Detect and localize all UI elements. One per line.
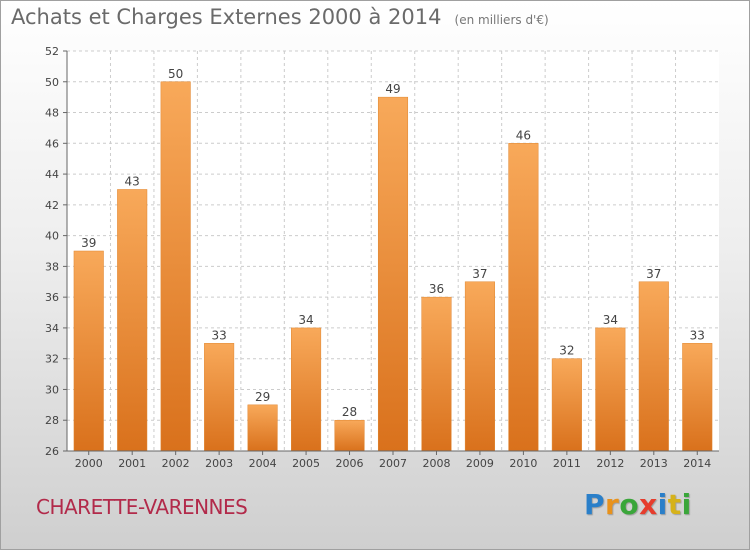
data-label: 37 — [472, 267, 487, 281]
bar — [551, 358, 582, 452]
y-tick-label: 50 — [45, 76, 59, 89]
data-label: 28 — [342, 405, 357, 419]
data-label: 43 — [125, 174, 140, 188]
chart-subtitle: (en milliers d'€) — [454, 13, 549, 27]
bar — [160, 81, 191, 452]
data-label: 50 — [168, 67, 183, 81]
bar — [117, 189, 148, 452]
bar — [377, 96, 409, 452]
brand-logo-letter: i — [657, 488, 668, 521]
data-label: 33 — [690, 328, 705, 342]
bar — [204, 343, 235, 452]
y-tick-label: 26 — [45, 445, 59, 458]
data-label: 34 — [603, 313, 618, 327]
brand-logo-letter: x — [639, 488, 658, 521]
data-label: 39 — [81, 236, 96, 250]
title-row: Achats et Charges Externes 2000 à 2014 (… — [11, 5, 549, 29]
x-tick-label: 2008 — [422, 457, 450, 470]
bar — [638, 281, 669, 452]
bar — [682, 343, 713, 452]
chart-title: Achats et Charges Externes 2000 à 2014 — [11, 5, 442, 29]
data-label: 37 — [646, 267, 661, 281]
data-label: 46 — [516, 128, 531, 142]
x-tick-label: 2001 — [118, 457, 146, 470]
data-label: 32 — [559, 344, 574, 358]
y-tick-label: 38 — [45, 260, 59, 273]
brand-logo-letter: P — [584, 488, 606, 521]
y-tick-label: 34 — [45, 322, 59, 335]
x-tick-label: 2012 — [596, 457, 624, 470]
brand-logo-letter: t — [667, 488, 682, 521]
data-label: 34 — [298, 313, 313, 327]
data-label: 36 — [429, 282, 444, 296]
x-tick-label: 2003 — [205, 457, 233, 470]
x-tick-label: 2000 — [75, 457, 103, 470]
y-tick-label: 32 — [45, 353, 59, 366]
x-tick-label: 2002 — [162, 457, 190, 470]
brand-logo-letter: i — [681, 488, 692, 521]
y-tick-label: 36 — [45, 291, 59, 304]
y-tick-label: 30 — [45, 383, 59, 396]
bar — [291, 327, 322, 452]
bar — [334, 419, 365, 452]
x-tick-label: 2007 — [379, 457, 407, 470]
y-tick-label: 46 — [45, 137, 59, 150]
bar — [73, 250, 104, 452]
x-tick-label: 2010 — [509, 457, 537, 470]
y-tick-label: 42 — [45, 199, 59, 212]
brand-logo: Proxiti — [584, 488, 692, 521]
bar — [464, 281, 495, 452]
x-tick-label: 2009 — [466, 457, 494, 470]
x-tick-label: 2014 — [683, 457, 711, 470]
y-tick-label: 48 — [45, 107, 59, 120]
y-tick-label: 52 — [45, 45, 59, 58]
bar — [508, 143, 539, 452]
data-label: 33 — [211, 328, 226, 342]
bar — [247, 404, 278, 452]
x-tick-label: 2006 — [336, 457, 364, 470]
commune-name: CHARETTE-VARENNES — [36, 495, 248, 519]
bar — [595, 327, 626, 452]
x-tick-label: 2004 — [249, 457, 277, 470]
brand-logo-letter: r — [605, 488, 620, 521]
y-tick-label: 44 — [45, 168, 59, 181]
x-tick-label: 2011 — [553, 457, 581, 470]
y-tick-label: 28 — [45, 414, 59, 427]
data-label: 29 — [255, 390, 270, 404]
data-label: 49 — [385, 82, 400, 96]
bar — [421, 296, 452, 452]
y-tick-label: 40 — [45, 230, 59, 243]
x-tick-label: 2013 — [640, 457, 668, 470]
brand-logo-letter: o — [619, 488, 640, 521]
x-tick-label: 2005 — [292, 457, 320, 470]
